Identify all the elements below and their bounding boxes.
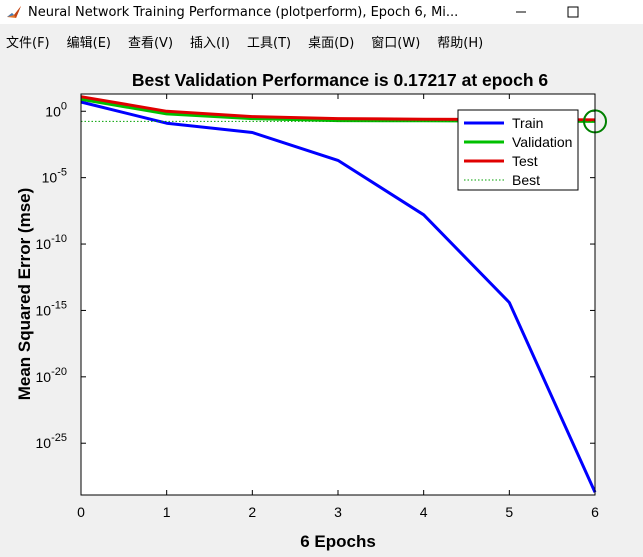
- legend-label-test: Test: [512, 153, 538, 169]
- maximize-icon: [567, 6, 579, 18]
- y-tick-label: 10-10: [36, 233, 67, 252]
- menu-bar: 文件(F) 编辑(E) 查看(V) 插入(I) 工具(T) 桌面(D) 窗口(W…: [0, 28, 643, 54]
- menu-edit[interactable]: 编辑(E): [66, 35, 111, 51]
- window-title: Neural Network Training Performance (plo…: [28, 4, 459, 20]
- x-tick-label: 4: [420, 504, 428, 520]
- maximize-button[interactable]: [550, 0, 596, 24]
- y-tick-label: 10-25: [36, 432, 67, 451]
- menu-help[interactable]: 帮助(H): [437, 35, 484, 51]
- x-tick-label: 0: [77, 504, 85, 520]
- axes-frame: [80, 93, 596, 496]
- legend-label-validation: Validation: [512, 134, 572, 150]
- menu-tools[interactable]: 工具(T): [247, 35, 292, 51]
- menu-file[interactable]: 文件(F): [6, 35, 50, 51]
- legend-label-train: Train: [512, 115, 543, 131]
- menu-view[interactable]: 查看(V): [127, 35, 174, 51]
- y-tick-label: 10-20: [36, 366, 67, 385]
- legend-label-best: Best: [512, 172, 540, 188]
- menu-insert[interactable]: 插入(I): [190, 35, 231, 51]
- figure-area: Best Validation Performance is 0.17217 a…: [0, 58, 643, 553]
- series-line-train: [80, 100, 597, 493]
- chart-title: Best Validation Performance is 0.17217 a…: [132, 70, 549, 90]
- title-bar: Neural Network Training Performance (plo…: [0, 0, 643, 24]
- menu-desktop[interactable]: 桌面(D): [308, 35, 355, 51]
- legend: Train Validation Test Best: [457, 109, 579, 191]
- menu-window[interactable]: 窗口(W): [371, 35, 421, 51]
- x-axis-label: 6 Epochs: [300, 532, 376, 551]
- matlab-icon: [6, 4, 22, 20]
- performance-chart: Best Validation Performance is 0.17217 a…: [15, 70, 607, 551]
- minimize-button[interactable]: [498, 0, 544, 24]
- x-tick-label: 5: [505, 504, 513, 520]
- x-tick-label: 6: [591, 504, 599, 520]
- minimize-icon: [516, 11, 526, 13]
- y-tick-label: 100: [45, 100, 67, 119]
- y-axis-label: Mean Squared Error (mse): [15, 188, 34, 401]
- x-tick-label: 1: [163, 504, 171, 520]
- x-tick-label: 2: [248, 504, 256, 520]
- y-tick-label: 10-15: [36, 299, 67, 318]
- x-tick-label: 3: [334, 504, 342, 520]
- y-tick-label: 10-5: [42, 167, 67, 186]
